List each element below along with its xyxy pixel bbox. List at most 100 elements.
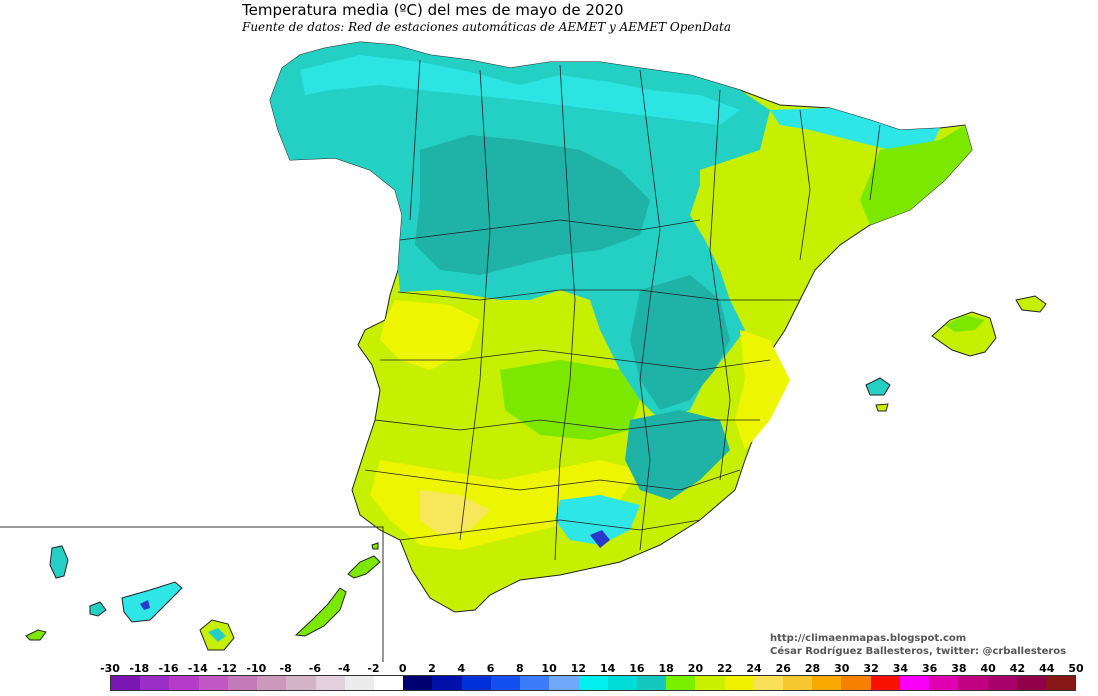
legend-swatch xyxy=(899,676,930,690)
legend-tick-label: 32 xyxy=(863,662,879,675)
legend-tick-label: 14 xyxy=(599,662,616,675)
legend-swatch xyxy=(724,676,754,690)
legend-swatch xyxy=(111,676,141,690)
legend-labels: -30 -18 -16 -14 -12 -10 -8 -6 -4 -2 0 2 4 6 8 10 12 14 16 1… xyxy=(0,662,1098,676)
credits: http://climaenmapas.blogspot.com César R… xyxy=(770,632,1066,658)
la-graciosa xyxy=(371,542,379,550)
legend-tick-label: 34 xyxy=(892,662,909,675)
legend-swatch xyxy=(812,676,842,690)
la-palma xyxy=(49,545,69,579)
province-borders xyxy=(364,59,881,561)
tenerife xyxy=(121,581,183,623)
betic-teal xyxy=(555,495,640,545)
legend-swatch xyxy=(607,676,637,690)
legend-swatch xyxy=(432,676,462,690)
legend-swatch xyxy=(549,676,579,690)
peninsula xyxy=(269,41,973,613)
segura-teal xyxy=(625,410,730,500)
legend-tick-label: 22 xyxy=(717,662,733,675)
legend-swatch xyxy=(753,676,784,690)
legend-tick-label: 38 xyxy=(951,662,967,675)
legend-swatch xyxy=(257,676,287,690)
legend-swatch xyxy=(227,676,258,690)
legend-swatch xyxy=(490,676,521,690)
teide-blue xyxy=(140,600,150,610)
legend-tick-label: 26 xyxy=(775,662,791,675)
meseta-norte-dark xyxy=(415,135,650,275)
legend-tick-label: -6 xyxy=(308,662,322,675)
legend-tick-label: 0 xyxy=(398,662,407,675)
inset-frame xyxy=(0,526,384,662)
catalonia-green xyxy=(860,125,972,225)
balearic-islands xyxy=(865,295,1047,412)
legend-tick-label: 8 xyxy=(515,662,524,675)
legend-swatch xyxy=(461,676,491,690)
legend-tick-label: 24 xyxy=(746,662,762,675)
legend-tick-label: 6 xyxy=(486,662,495,675)
author-credit: César Rodríguez Ballesteros, twitter: @c… xyxy=(770,646,1067,657)
legend-swatch xyxy=(344,676,374,690)
legend-swatch xyxy=(870,676,900,690)
legend-tick-label: 30 xyxy=(834,662,850,675)
legend-swatch xyxy=(403,676,433,690)
legend-tick-label: 42 xyxy=(1009,662,1026,675)
legend-swatch xyxy=(987,676,1017,690)
la-gomera xyxy=(89,601,107,617)
legend-swatch xyxy=(373,676,404,690)
legend-tick-label: 4 xyxy=(457,662,466,675)
legend-tick-label: 40 xyxy=(980,662,996,675)
el-hierro xyxy=(25,629,47,641)
legend-swatch xyxy=(578,676,608,690)
legend-tick-label: 18 xyxy=(658,662,674,675)
south-light-yellow xyxy=(420,490,490,535)
legend-tick-label: -12 xyxy=(217,662,238,675)
legend-tick-label: 44 xyxy=(1039,662,1055,675)
iberico-dark xyxy=(630,275,730,410)
legend-tick-label: -2 xyxy=(367,662,380,675)
legend-swatch xyxy=(520,676,550,690)
lanzarote xyxy=(347,555,381,579)
ibiza xyxy=(865,377,891,396)
website-credit: http://climaenmapas.blogspot.com xyxy=(770,633,967,644)
cantabrian-cyan xyxy=(300,55,740,125)
color-legend xyxy=(110,675,1076,691)
legend-tick-label: 2 xyxy=(428,662,436,675)
legend-swatch xyxy=(841,676,871,690)
legend-tick-label: 12 xyxy=(570,662,587,675)
guadiana-yellow xyxy=(380,300,480,370)
legend-tick-label: 20 xyxy=(687,662,704,675)
legend-swatch xyxy=(286,676,316,690)
fuerteventura xyxy=(294,587,347,637)
legend-swatch xyxy=(1016,676,1046,690)
legend-tick-label: -18 xyxy=(129,662,150,675)
legend-swatch xyxy=(198,676,228,690)
levante-yellow xyxy=(735,330,790,450)
mallorca-north-green xyxy=(945,315,985,332)
legend-tick-label: -14 xyxy=(187,662,208,675)
legend-tick-label: 36 xyxy=(921,662,938,675)
legend-swatch xyxy=(636,676,667,690)
map-subtitle: Fuente de datos: Red de estaciones autom… xyxy=(242,20,732,34)
legend-swatch xyxy=(140,676,170,690)
legend-swatch xyxy=(315,676,345,690)
legend-tick-label: 10 xyxy=(541,662,557,675)
mancha-green xyxy=(500,360,640,440)
canary-islands-inset xyxy=(0,526,384,662)
legend-tick-label: -4 xyxy=(338,662,351,675)
legend-swatch xyxy=(666,676,696,690)
legend-swatch xyxy=(929,676,959,690)
legend-tick-label: -10 xyxy=(246,662,267,675)
legend-tick-label: 28 xyxy=(804,662,821,675)
map-title: Temperatura media (ºC) del mes de mayo d… xyxy=(242,1,624,19)
legend-tick-label: -8 xyxy=(279,662,292,675)
legend-tick-label: 16 xyxy=(629,662,645,675)
legend-tick-label: 50 xyxy=(1068,662,1084,675)
legend-swatch xyxy=(783,676,813,690)
gran-canaria-center xyxy=(208,628,226,642)
legend-swatch xyxy=(1046,676,1076,690)
legend-tick-label: -16 xyxy=(158,662,179,675)
sierra-nevada-blue xyxy=(590,530,610,548)
legend-swatch xyxy=(169,676,199,690)
legend-tick-label: -30 xyxy=(100,662,120,675)
